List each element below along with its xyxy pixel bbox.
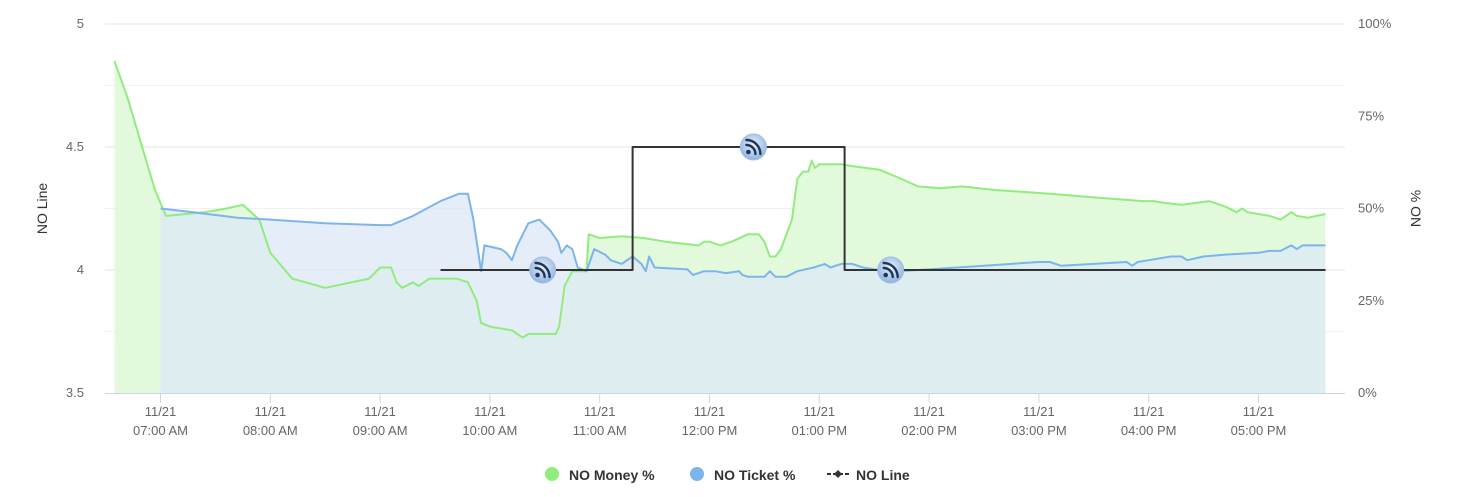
series-lines bbox=[113, 60, 1326, 339]
y-right-tick-label: 25% bbox=[1358, 293, 1384, 308]
series-areas bbox=[114, 60, 1326, 394]
x-tick-label-time: 07:00 AM bbox=[133, 423, 188, 438]
rss-arc-inner bbox=[745, 143, 757, 156]
x-tick-label-date: 11/21 bbox=[255, 404, 287, 419]
rss-arc-outer bbox=[745, 138, 762, 156]
x-tick-label-date: 11/21 bbox=[364, 404, 396, 419]
series-line-no-ticket[interactable] bbox=[160, 192, 1326, 278]
rss-arc-inner bbox=[534, 266, 546, 279]
x-tick-label-time: 10:00 AM bbox=[462, 423, 517, 438]
x-tick-label-time: 05:00 PM bbox=[1231, 423, 1287, 438]
x-tick-label-time: 09:00 AM bbox=[353, 423, 408, 438]
y-left-tick-label: 5 bbox=[77, 16, 84, 31]
rss-dot bbox=[746, 149, 751, 155]
x-tick-label-date: 11/21 bbox=[694, 404, 726, 419]
x-tick-label-date: 11/21 bbox=[474, 404, 506, 419]
x-tick-label-date: 11/21 bbox=[584, 404, 616, 419]
y-left-tick-label: 4.5 bbox=[66, 139, 84, 154]
x-tick-label-time: 03:00 PM bbox=[1011, 423, 1067, 438]
x-tick-label-date: 11/21 bbox=[804, 404, 836, 419]
x-tick-label-time: 02:00 PM bbox=[901, 423, 957, 438]
legend-item-no-line[interactable]: NO Line bbox=[827, 467, 910, 483]
rss-icon[interactable] bbox=[877, 256, 905, 284]
legend-symbol bbox=[690, 467, 704, 481]
x-tick-label-time: 11:00 AM bbox=[573, 423, 627, 438]
y-right-tick-label: 100% bbox=[1358, 16, 1392, 31]
y-right-tick-label: 50% bbox=[1358, 201, 1384, 216]
legend-symbol-diamond bbox=[834, 470, 842, 478]
x-tick-label-date: 11/21 bbox=[913, 404, 945, 419]
x-tick-label-time: 08:00 AM bbox=[243, 423, 298, 438]
y-right-axis-title: % ON bbox=[1408, 190, 1424, 227]
series-line-no-line[interactable] bbox=[440, 146, 1326, 271]
legend-label: NO Line bbox=[856, 467, 910, 483]
x-tick-label-date: 11/21 bbox=[145, 404, 177, 419]
rss-arc-outer bbox=[882, 261, 899, 279]
rss-arc-inner bbox=[882, 266, 894, 279]
legend-label: NO Ticket % bbox=[714, 467, 796, 483]
y-right-tick-label: 0% bbox=[1358, 385, 1377, 400]
y-right-tick-label: 75% bbox=[1358, 108, 1384, 123]
area-no-ticket bbox=[160, 193, 1326, 393]
legend-label: NO Money % bbox=[569, 467, 655, 483]
x-tick-label-time: 04:00 PM bbox=[1121, 423, 1177, 438]
x-tick-label-time: 12:00 PM bbox=[682, 423, 738, 438]
x-tick-label-date: 11/21 bbox=[1133, 404, 1165, 419]
legend-item-no-money[interactable]: NO Money % bbox=[545, 467, 655, 483]
y-left-tick-label: 4 bbox=[77, 262, 84, 277]
legend-symbol bbox=[545, 467, 559, 481]
x-tick-label-time: 01:00 PM bbox=[791, 423, 847, 438]
legend[interactable]: NO Money % NO Ticket % NO Line bbox=[545, 467, 910, 483]
rss-icon[interactable] bbox=[529, 256, 557, 284]
rss-arc-outer bbox=[534, 261, 551, 279]
rss-dot bbox=[535, 272, 540, 278]
series-line-no-money[interactable] bbox=[113, 60, 1326, 339]
flags bbox=[529, 133, 905, 284]
rss-icon[interactable] bbox=[739, 133, 767, 161]
x-tick-label-date: 11/21 bbox=[1023, 404, 1055, 419]
y-left-axis-title: NO Line bbox=[34, 183, 50, 235]
x-tick-label-date: 11/21 bbox=[1243, 404, 1275, 419]
rss-dot bbox=[883, 272, 888, 278]
axes: 11/21 07:00 AM 11/21 08:00 AM 11/21 09:00 AM 1… bbox=[34, 16, 1424, 438]
y-left-tick-label: 3.5 bbox=[66, 385, 84, 400]
legend-item-no-ticket[interactable]: NO Ticket % bbox=[690, 467, 796, 483]
